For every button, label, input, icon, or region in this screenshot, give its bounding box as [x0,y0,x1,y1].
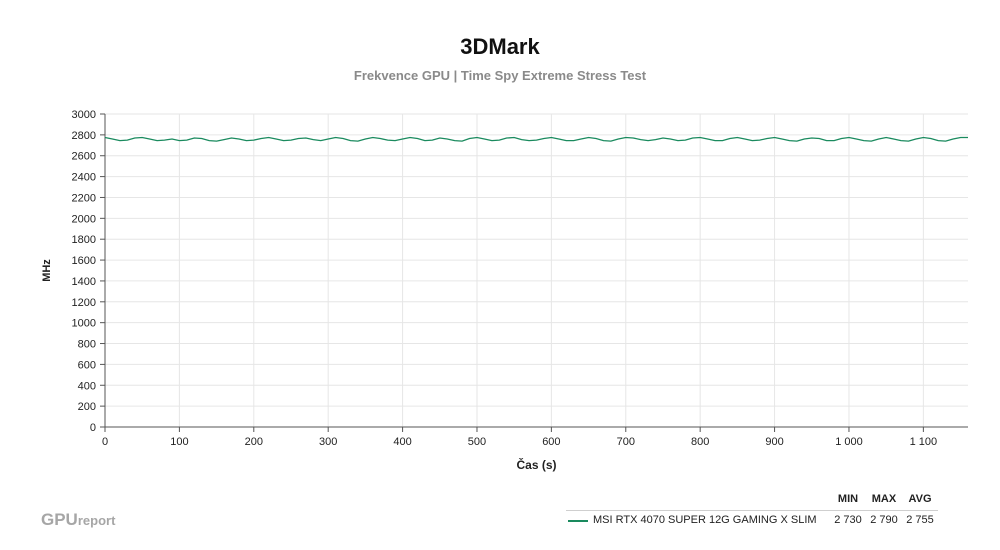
legend-row: MSI RTX 4070 SUPER 12G GAMING X SLIM 2 7… [566,514,938,528]
y-tick-label: 1800 [72,234,96,246]
y-tick-label: 1600 [72,255,96,267]
x-tick-label: 0 [102,436,108,448]
legend-max-value: 2 790 [870,514,898,526]
x-tick-label: 1 100 [910,436,938,448]
y-tick-label: 3000 [72,109,96,121]
chart-title: 3DMark [460,34,540,59]
y-tick-label: 1400 [72,276,96,288]
x-tick-label: 400 [393,436,411,448]
x-tick-label: 900 [765,436,783,448]
brand-logo-part1: GPU [41,510,78,529]
legend-avg-value: 2 755 [906,514,934,526]
legend-header-min: MIN [837,493,859,505]
x-tick-label: 500 [468,436,486,448]
y-axis-title: MHz [41,259,53,282]
series-line [104,136,968,142]
y-tick-label: 1000 [72,318,96,330]
y-tick-label: 1200 [72,297,96,309]
y-tick-label: 2400 [72,172,96,184]
x-tick-label: 800 [691,436,709,448]
y-tick-label: 2200 [72,192,96,204]
brand-logo: GPUreport [41,510,115,530]
y-tick-label: 2000 [72,213,96,225]
legend-header-avg: AVG [908,493,932,505]
legend-divider [566,510,938,511]
x-tick-label: 200 [245,436,263,448]
brand-logo-part2: report [77,513,116,528]
x-tick-label: 100 [170,436,188,448]
y-tick-label: 2600 [72,151,96,163]
y-tick-label: 0 [90,422,96,434]
y-tick-label: 200 [78,401,96,413]
x-tick-label: 700 [617,436,635,448]
legend-swatch [568,520,588,522]
x-tick-label: 300 [319,436,337,448]
legend-series-name: MSI RTX 4070 SUPER 12G GAMING X SLIM [593,514,817,526]
x-axis-title: Čas (s) [516,457,556,472]
legend-min-value: 2 730 [834,514,862,526]
chart-subtitle: Frekvence GPU | Time Spy Extreme Stress … [353,68,647,83]
x-tick-label: 1 000 [835,436,863,448]
y-tick-label: 600 [78,359,96,371]
legend-header: MIN MAX AVG [566,493,938,507]
x-tick-label: 600 [542,436,560,448]
y-tick-label: 400 [78,380,96,392]
legend-header-max: MAX [871,493,897,505]
y-tick-label: 800 [78,339,96,351]
y-tick-label: 2800 [72,130,96,142]
